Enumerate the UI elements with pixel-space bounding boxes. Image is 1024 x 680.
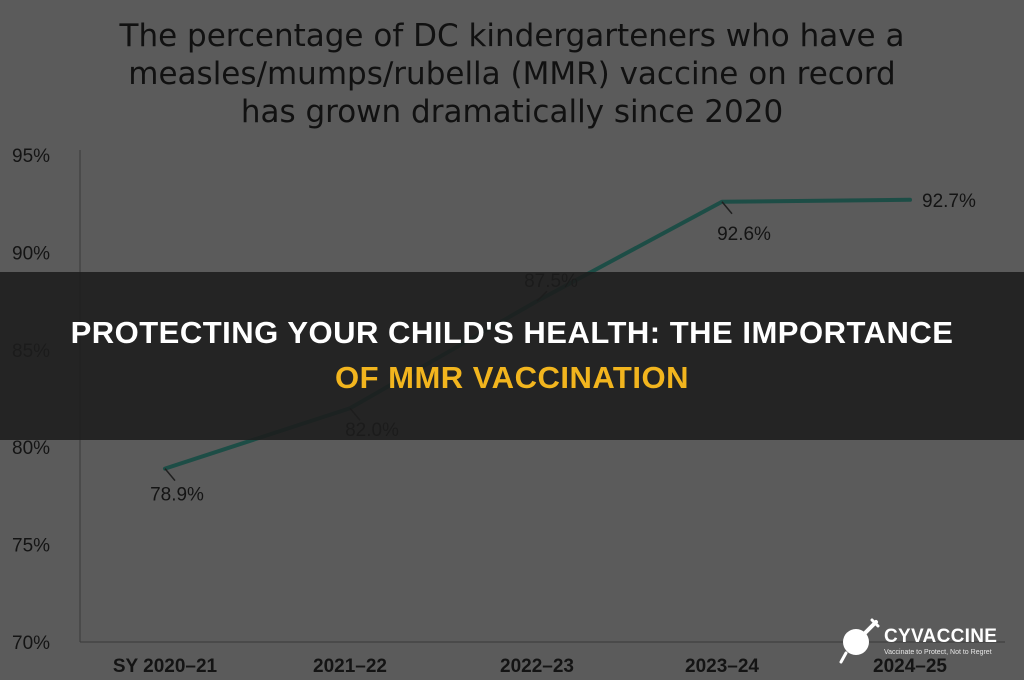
y-tick-label: 75% <box>12 536 50 557</box>
data-label: 92.7% <box>922 191 976 212</box>
logo-name: CYVACCINE <box>884 626 998 647</box>
chart-title-line-1: The percentage of DC kindergarteners who… <box>119 18 905 54</box>
logo-tagline: Vaccinate to Protect, Not to Regret <box>884 649 992 656</box>
x-tick-label: 2024–25 <box>873 656 947 677</box>
y-tick-label: 70% <box>12 633 50 654</box>
x-tick-label: 2023–24 <box>685 656 759 677</box>
banner-headline-line-2: OF MMR VACCINATION <box>335 360 689 395</box>
chart-title-line-2: measles/mumps/rubella (MMR) vaccine on r… <box>128 56 895 92</box>
headline-banner: PROTECTING YOUR CHILD'S HEALTH: THE IMPO… <box>0 272 1024 440</box>
data-label: 78.9% <box>150 485 204 506</box>
cyvaccine-logo[interactable]: CYVACCINE Vaccinate to Protect, Not to R… <box>838 616 1006 666</box>
y-tick-label: 95% <box>12 146 50 167</box>
banner-headline-line-1: PROTECTING YOUR CHILD'S HEALTH: THE IMPO… <box>70 315 954 351</box>
x-axis-ticks: SY 2020–21 2021–22 2022–23 2023–24 2024–25 <box>113 656 948 677</box>
x-tick-label: 2021–22 <box>313 656 387 677</box>
x-tick-label: 2022–23 <box>500 656 574 677</box>
chart-title-line-3: has grown dramatically since 2020 <box>241 94 783 130</box>
x-tick-label: SY 2020–21 <box>113 656 218 677</box>
data-label-leader <box>721 201 733 215</box>
y-tick-label: 90% <box>12 243 50 264</box>
data-label: 92.6% <box>717 224 771 245</box>
vaccine-syringe-icon <box>839 618 880 664</box>
y-tick-label: 80% <box>12 438 50 459</box>
chart-title: The percentage of DC kindergarteners who… <box>119 18 905 130</box>
data-label-leader <box>164 468 176 482</box>
